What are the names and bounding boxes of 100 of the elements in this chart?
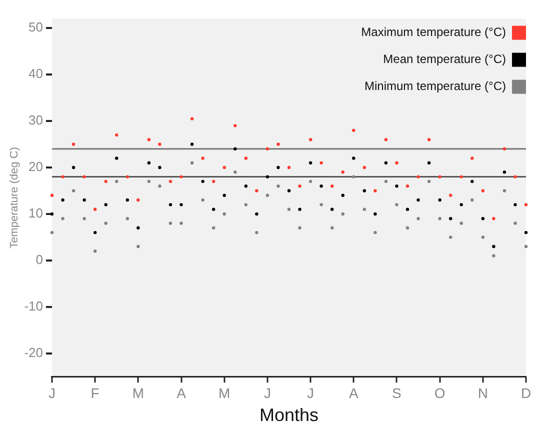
point (212, 180, 216, 184)
point (168, 203, 172, 206)
point (287, 166, 291, 170)
point (514, 203, 517, 206)
point (406, 226, 410, 230)
point (276, 166, 280, 170)
point (341, 194, 344, 197)
point (222, 212, 226, 216)
point (448, 194, 452, 197)
point (255, 189, 258, 192)
point (234, 170, 237, 174)
y-tick-label: -10 (24, 298, 43, 314)
point (255, 212, 258, 216)
point (384, 138, 388, 142)
point (470, 180, 474, 184)
x-tick-label: M (218, 384, 230, 401)
point (136, 226, 140, 230)
point (190, 117, 194, 120)
point (352, 175, 356, 178)
point (352, 156, 356, 160)
point (222, 166, 226, 170)
point (362, 189, 366, 192)
point (330, 208, 334, 211)
point (82, 175, 86, 178)
point (352, 128, 356, 132)
point (438, 198, 442, 202)
x-tick-label: O (434, 384, 446, 401)
point (147, 180, 151, 184)
point (448, 217, 452, 220)
point (287, 208, 291, 211)
point (126, 175, 129, 178)
point (395, 161, 398, 164)
point (374, 212, 377, 216)
point (255, 230, 258, 234)
point (244, 156, 248, 160)
point (481, 236, 485, 239)
y-tick-label: 40 (28, 66, 43, 82)
point (115, 180, 118, 184)
point (201, 198, 204, 202)
point (212, 208, 216, 211)
point (320, 203, 323, 206)
point (147, 138, 151, 142)
point (374, 230, 377, 234)
y-tick-label: 30 (28, 112, 43, 128)
point (72, 166, 76, 170)
point (168, 180, 172, 184)
point (406, 208, 410, 211)
legend-label: Maximum temperature (°C) (361, 25, 506, 40)
point (298, 226, 302, 230)
point (168, 222, 172, 225)
point (147, 161, 151, 164)
x-tick-label: J (264, 384, 271, 401)
point (104, 203, 108, 206)
point (330, 184, 334, 188)
y-tick-label: 10 (28, 206, 43, 221)
point (524, 203, 528, 206)
point (180, 203, 183, 206)
point (234, 124, 237, 128)
point (126, 217, 129, 220)
point (244, 184, 248, 188)
point (395, 203, 398, 206)
point (104, 180, 108, 184)
point (514, 222, 517, 225)
point (524, 244, 528, 248)
point (158, 142, 162, 146)
point (416, 217, 420, 220)
point (427, 161, 431, 164)
point (61, 198, 64, 202)
point (308, 180, 312, 184)
point (298, 184, 302, 188)
point (374, 189, 377, 192)
point (341, 212, 344, 216)
point (136, 244, 140, 248)
y-axis-title: Temperature (deg C) (8, 146, 21, 248)
point (244, 203, 248, 206)
point (524, 230, 528, 234)
legend-label: Minimum temperature (°C) (364, 79, 506, 94)
point (190, 142, 194, 146)
x-tick-label: A (176, 384, 187, 401)
point (287, 189, 291, 192)
point (234, 147, 237, 151)
x-axis-title: Months (259, 405, 319, 426)
point (448, 236, 452, 239)
point (180, 222, 183, 225)
point (82, 217, 86, 220)
y-tick-label: 20 (28, 159, 43, 174)
x-tick-label: D (520, 384, 532, 401)
point (384, 161, 388, 164)
point (416, 198, 420, 202)
point (438, 217, 442, 220)
point (341, 170, 344, 174)
point (212, 226, 216, 230)
point (115, 156, 118, 160)
point (61, 217, 64, 220)
point (126, 198, 129, 202)
point (502, 170, 506, 174)
point (470, 156, 474, 160)
x-tick-label: J (307, 384, 314, 401)
point (384, 180, 388, 184)
x-tick-label: J (48, 384, 56, 401)
